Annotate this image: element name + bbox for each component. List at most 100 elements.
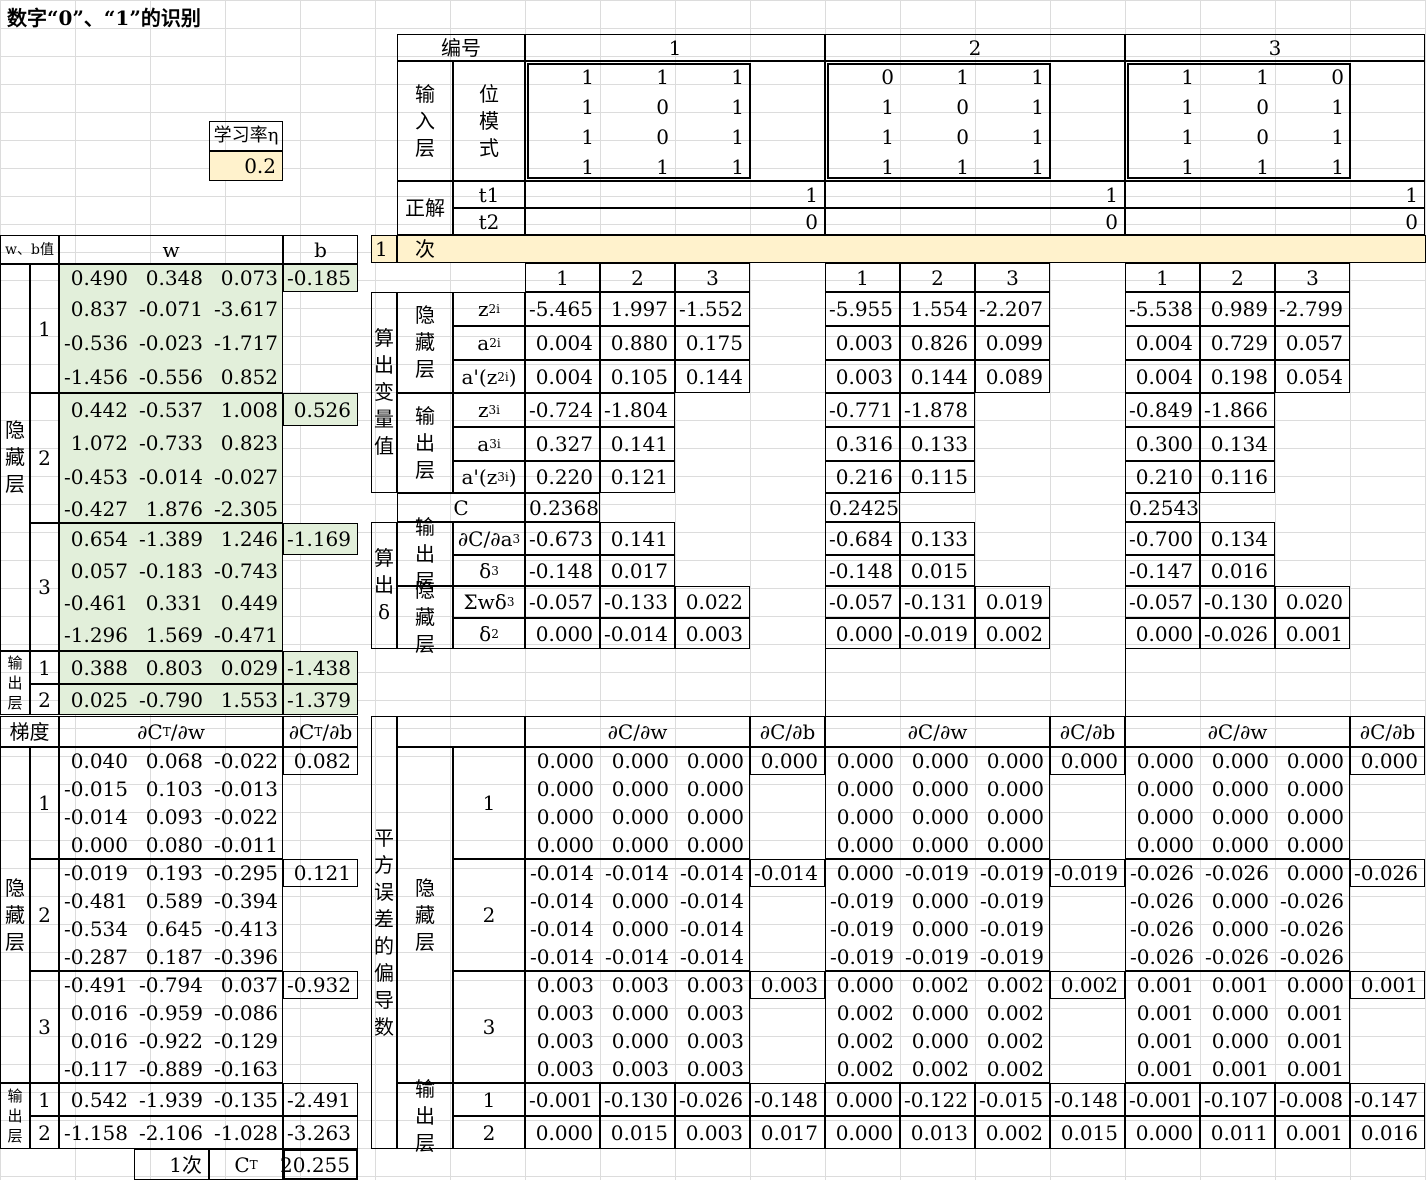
sq-grad-cell[interactable]: -0.026 — [675, 1083, 750, 1116]
sq-grad-cell[interactable]: 0.000 — [536, 749, 594, 773]
grad-cell[interactable]: -0.022 — [213, 805, 278, 829]
grad-cell[interactable]: 0.645 — [145, 917, 203, 941]
sq-grad-cell[interactable]: 0.001 — [1275, 1116, 1350, 1149]
bit-cell[interactable]: 1 — [656, 155, 669, 179]
sq-grad-cell[interactable]: 0.003 — [611, 973, 669, 997]
sq-grad-cell[interactable]: 0.000 — [525, 1116, 600, 1149]
grad-cell[interactable]: -1.939 — [138, 1087, 203, 1112]
grad-bias-cell[interactable]: 0.082 — [283, 747, 358, 775]
grad-cell[interactable]: -0.135 — [213, 1087, 278, 1112]
sq-grad-cell[interactable]: 0.000 — [836, 777, 894, 801]
variable-cell[interactable]: 0.003 — [825, 326, 900, 360]
grad-cell[interactable]: -0.163 — [213, 1057, 278, 1081]
sq-grad-cell[interactable]: 0.000 — [911, 1029, 969, 1053]
sq-grad-cell[interactable]: 0.000 — [536, 805, 594, 829]
weight-cell[interactable]: -0.537 — [138, 397, 203, 422]
bias-cell[interactable]: -1.379 — [283, 684, 358, 715]
grad-cell[interactable]: -0.394 — [213, 889, 278, 913]
sq-grad-cell[interactable]: 0.002 — [836, 1029, 894, 1053]
sq-grad-cell[interactable]: 0.000 — [836, 749, 894, 773]
grad-bias-cell[interactable]: 0.121 — [283, 859, 358, 887]
variable-cell[interactable]: -1.804 — [600, 393, 675, 427]
sq-grad-cell[interactable]: 0.000 — [911, 749, 969, 773]
sq-grad-cell[interactable]: 0.000 — [611, 1001, 669, 1025]
weight-cell[interactable]: -1.456 — [63, 364, 128, 389]
variable-cell[interactable]: 0.004 — [1125, 326, 1200, 360]
delta-cell[interactable]: -0.673 — [525, 522, 600, 555]
weight-cell[interactable]: -0.790 — [138, 687, 203, 712]
grad-cell[interactable]: 0.016 — [70, 1029, 128, 1053]
delta-cell[interactable]: 0.020 — [1275, 586, 1350, 618]
sq-grad-cell[interactable]: -0.026 — [1129, 889, 1194, 913]
weight-cell[interactable]: -1.296 — [63, 623, 128, 647]
weight-cell[interactable]: -0.453 — [63, 465, 128, 489]
sq-grad-cell[interactable]: 0.001 — [1211, 1057, 1269, 1081]
grad-cell[interactable]: -0.794 — [138, 973, 203, 997]
sq-grad-cell[interactable]: -0.014 — [679, 861, 744, 885]
t1-value[interactable]: 1 — [1125, 181, 1425, 208]
sq-grad-bias[interactable]: 0.001 — [1350, 971, 1425, 999]
delta-cell[interactable]: 0.015 — [900, 555, 975, 586]
weight-cell[interactable]: -0.733 — [138, 431, 203, 455]
bit-cell[interactable]: 0 — [956, 125, 969, 149]
delta-cell[interactable]: -0.026 — [1200, 618, 1275, 649]
sq-grad-cell[interactable]: -0.019 — [979, 917, 1044, 941]
delta-cell[interactable]: 0.002 — [975, 618, 1050, 649]
grad-bias-cell[interactable]: -3.263 — [283, 1116, 358, 1149]
iteration-number[interactable]: 1 — [371, 235, 397, 263]
sq-grad-cell[interactable]: -0.026 — [1129, 861, 1194, 885]
sq-grad-cell[interactable]: -0.014 — [529, 917, 594, 941]
sq-grad-cell[interactable]: 0.000 — [686, 777, 744, 801]
variable-cell[interactable]: 0.121 — [600, 461, 675, 493]
sq-grad-cell[interactable]: 0.000 — [911, 889, 969, 913]
grad-cell[interactable]: 0.037 — [220, 973, 278, 997]
bit-cell[interactable]: 0 — [1331, 65, 1344, 89]
sq-grad-cell[interactable]: -0.026 — [1129, 917, 1194, 941]
variable-cell[interactable]: -5.465 — [525, 292, 600, 326]
sq-grad-cell[interactable]: 0.000 — [986, 777, 1044, 801]
cost-value[interactable]: 0.2368 — [525, 493, 600, 522]
sq-grad-cell[interactable]: 0.003 — [536, 1057, 594, 1081]
delta-cell[interactable]: 0.016 — [1200, 555, 1275, 586]
sq-grad-cell[interactable]: 0.000 — [611, 833, 669, 857]
delta-cell[interactable]: -0.700 — [1125, 522, 1200, 555]
sq-grad-cell[interactable]: -0.019 — [904, 945, 969, 969]
sq-grad-cell[interactable]: -0.026 — [1204, 945, 1269, 969]
bit-cell[interactable]: 0 — [1256, 125, 1269, 149]
sq-grad-cell[interactable]: 0.015 — [600, 1116, 675, 1149]
sq-grad-cell[interactable]: 0.000 — [686, 805, 744, 829]
sq-grad-cell[interactable]: -0.019 — [829, 945, 894, 969]
sq-grad-cell[interactable]: 0.003 — [686, 1001, 744, 1025]
variable-cell[interactable]: 0.144 — [900, 360, 975, 393]
sq-grad-cell[interactable]: 0.000 — [836, 805, 894, 829]
variable-cell[interactable]: 0.144 — [675, 360, 750, 393]
bias-cell[interactable]: -1.169 — [283, 523, 358, 555]
variable-cell[interactable]: -0.771 — [825, 393, 900, 427]
grad-cell[interactable]: 0.000 — [70, 833, 128, 857]
variable-cell[interactable]: 0.004 — [525, 326, 600, 360]
sq-grad-cell[interactable]: 0.000 — [1211, 1029, 1269, 1053]
bit-cell[interactable]: 0 — [881, 65, 894, 89]
variable-cell[interactable]: 0.300 — [1125, 427, 1200, 461]
sq-grad-cell[interactable]: 0.003 — [611, 1057, 669, 1081]
delta-cell[interactable]: 0.000 — [525, 618, 600, 649]
weight-cell[interactable]: -2.305 — [213, 496, 278, 521]
sq-grad-cell[interactable]: -0.014 — [679, 917, 744, 941]
sq-grad-cell[interactable]: 0.002 — [911, 1057, 969, 1081]
variable-cell[interactable]: 0.134 — [1200, 427, 1275, 461]
sq-grad-cell[interactable]: 0.003 — [675, 1116, 750, 1149]
bit-cell[interactable]: 1 — [956, 65, 969, 89]
weight-cell[interactable]: 0.490 — [70, 266, 128, 290]
variable-cell[interactable]: 0.316 — [825, 427, 900, 461]
weight-cell[interactable]: 0.331 — [145, 591, 203, 615]
bias-cell[interactable]: -0.185 — [283, 264, 358, 292]
grad-cell[interactable]: 0.016 — [70, 1001, 128, 1025]
sq-grad-bias[interactable]: -0.148 — [1050, 1083, 1125, 1116]
delta-cell[interactable]: 0.022 — [675, 586, 750, 618]
bit-cell[interactable]: 1 — [581, 65, 594, 89]
bit-cell[interactable]: 0 — [656, 125, 669, 149]
sq-grad-cell[interactable]: -0.019 — [829, 889, 894, 913]
weight-cell[interactable]: 1.072 — [70, 431, 128, 455]
sq-grad-bias[interactable]: -0.019 — [1050, 859, 1125, 887]
sq-grad-cell[interactable]: -0.026 — [1279, 945, 1344, 969]
